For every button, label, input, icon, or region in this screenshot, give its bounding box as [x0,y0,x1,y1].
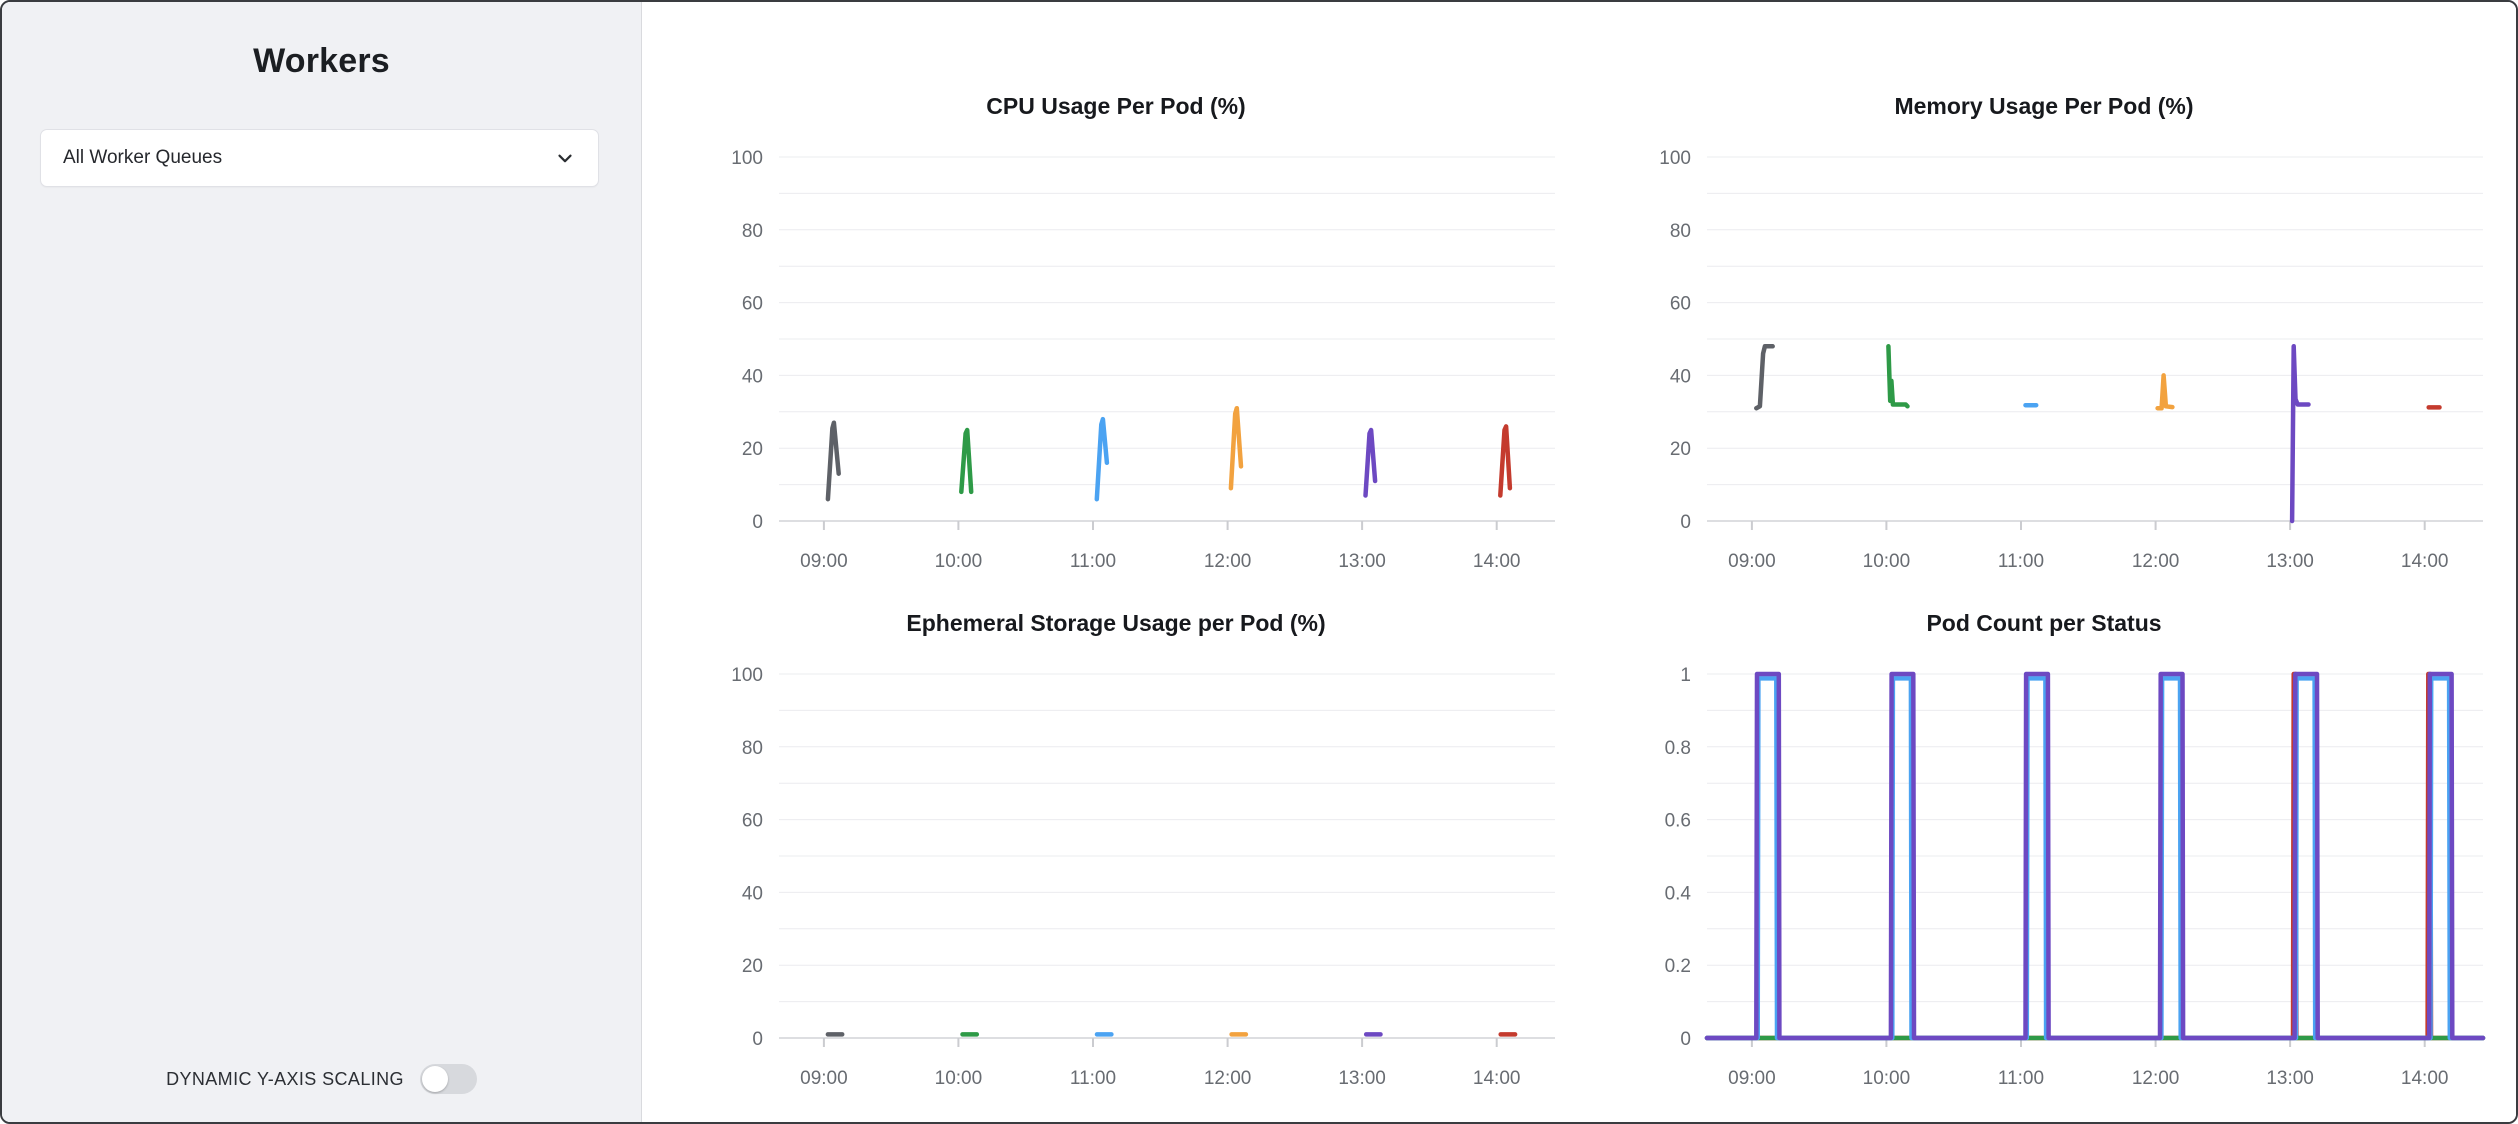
dynamic-y-axis-toggle[interactable] [419,1064,477,1094]
svg-text:0.8: 0.8 [1665,738,1691,759]
svg-text:13:00: 13:00 [1338,551,1386,572]
svg-text:10:00: 10:00 [1863,551,1911,572]
dynamic-y-axis-label: DYNAMIC Y-AXIS SCALING [166,1068,404,1089]
svg-text:10:00: 10:00 [935,551,983,572]
main-content: CPU Usage Per Pod (%) 09:00 10:00 11:00 12:… [642,2,2516,1122]
svg-text:40: 40 [742,366,763,387]
svg-text:09:00: 09:00 [800,551,848,572]
svg-text:0.6: 0.6 [1665,811,1691,832]
worker-queue-dropdown[interactable]: All Worker Queues [40,129,599,187]
chart-title-ephemeral-storage: Ephemeral Storage Usage per Pod (%) [906,610,1326,636]
svg-text:11:00: 11:00 [1070,1068,1116,1089]
svg-text:13:00: 13:00 [1338,1068,1386,1089]
svg-text:13:00: 13:00 [2266,1068,2314,1089]
svg-text:10:00: 10:00 [935,1068,983,1089]
svg-text:0: 0 [1680,512,1691,533]
svg-text:09:00: 09:00 [800,1068,848,1089]
ephemeral-storage-chart-plot: 09:00 10:00 11:00 12:00 13:00 14:00 0 20 40 60 80 1… [731,665,1555,1089]
sidebar: Workers All Worker Queues DYNAMIC Y-AXIS… [2,2,642,1122]
svg-text:0.4: 0.4 [1665,883,1692,904]
svg-text:12:00: 12:00 [2132,1068,2180,1089]
memory-usage-chart-plot: 09:00 10:00 11:00 12:00 13:00 14:00 0 20 40 60 80 1… [1659,148,2483,572]
svg-text:12:00: 12:00 [1204,551,1252,572]
svg-text:0.2: 0.2 [1665,956,1691,977]
svg-text:100: 100 [731,665,763,686]
chart-card-pod-count: Pod Count per Status 09:00 10:00 11:00 12:0… [1580,609,2508,1122]
svg-text:14:00: 14:00 [2401,551,2449,572]
chart-title-pod-count: Pod Count per Status [1926,610,2162,636]
page-title: Workers [253,42,390,80]
svg-text:10:00: 10:00 [1863,1068,1911,1089]
chevron-down-icon [558,154,572,163]
svg-text:0: 0 [752,1029,763,1050]
pod-count-chart-plot: 09:00 10:00 11:00 12:00 13:00 14:00 0 0.2 0.4 0.6… [1665,665,2486,1089]
svg-text:11:00: 11:00 [1998,1068,2044,1089]
svg-text:12:00: 12:00 [2132,551,2180,572]
svg-text:60: 60 [742,294,763,315]
svg-text:13:00: 13:00 [2266,551,2314,572]
svg-text:80: 80 [742,738,763,759]
toggle-knob [421,1066,448,1092]
svg-text:20: 20 [742,439,763,460]
svg-text:40: 40 [1670,366,1691,387]
svg-text:11:00: 11:00 [1070,551,1116,572]
svg-text:1: 1 [1680,665,1691,686]
svg-text:0: 0 [1680,1029,1691,1050]
chart-card-ephemeral-storage: Ephemeral Storage Usage per Pod (%) 09:0… [652,609,1580,1122]
svg-text:0: 0 [752,512,763,533]
svg-text:09:00: 09:00 [1728,1068,1776,1089]
svg-text:100: 100 [1659,148,1691,169]
chart-card-memory: Memory Usage Per Pod (%) 09:00 10:00 11:00… [1580,92,2508,609]
svg-text:20: 20 [1670,439,1691,460]
svg-text:40: 40 [742,883,763,904]
chart-title-cpu: CPU Usage Per Pod (%) [986,93,1246,119]
worker-queue-dropdown-value: All Worker Queues [63,147,223,168]
svg-text:12:00: 12:00 [1204,1068,1252,1089]
svg-text:11:00: 11:00 [1998,551,2044,572]
svg-text:100: 100 [731,148,763,169]
svg-text:60: 60 [742,811,763,832]
svg-text:20: 20 [742,956,763,977]
chart-title-memory: Memory Usage Per Pod (%) [1894,93,2194,119]
svg-text:80: 80 [1670,221,1691,242]
chart-card-cpu: CPU Usage Per Pod (%) 09:00 10:00 11:00 12:… [652,92,1580,609]
dynamic-y-axis-row: DYNAMIC Y-AXIS SCALING [2,1064,641,1094]
svg-text:14:00: 14:00 [1473,1068,1521,1089]
svg-text:80: 80 [742,221,763,242]
svg-text:09:00: 09:00 [1728,551,1776,572]
svg-text:60: 60 [1670,294,1691,315]
svg-text:14:00: 14:00 [1473,551,1521,572]
svg-text:14:00: 14:00 [2401,1068,2449,1089]
cpu-usage-chart-plot: 09:00 10:00 11:00 12:00 13:00 14:00 0 20 40 60 80 1… [731,148,1555,572]
